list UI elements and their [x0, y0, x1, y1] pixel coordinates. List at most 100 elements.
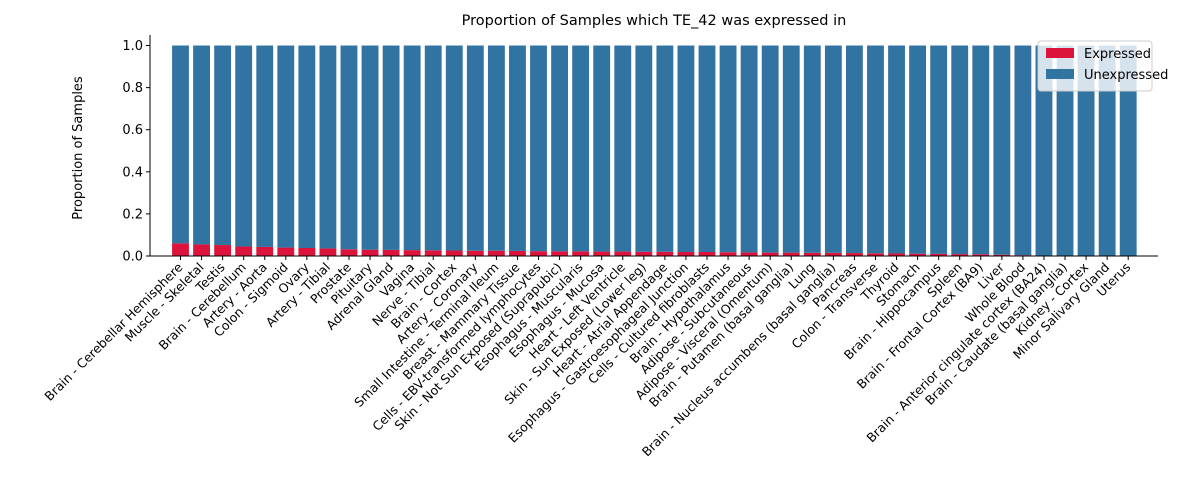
- bar-expressed: [424, 250, 442, 256]
- bar-unexpressed: [382, 45, 400, 250]
- y-tick-label: 0.8: [122, 81, 143, 96]
- bar-unexpressed: [361, 45, 379, 250]
- legend-swatch: [1046, 48, 1074, 58]
- bar-expressed: [530, 251, 547, 256]
- y-tick-label: 0.0: [122, 250, 143, 265]
- y-axis: 0.0 0.2 0.4 0.6 0.8 1.0: [122, 39, 150, 265]
- bar-unexpressed: [824, 45, 842, 253]
- bar-expressed: [761, 252, 779, 256]
- bar-unexpressed: [551, 45, 569, 252]
- bar-expressed: [803, 252, 821, 256]
- bar-unexpressed: [509, 45, 526, 251]
- bar-unexpressed: [340, 45, 358, 250]
- bar-unexpressed: [1119, 45, 1137, 257]
- bar-unexpressed: [803, 45, 821, 253]
- bar-unexpressed: [972, 45, 990, 255]
- bar-expressed: [909, 253, 927, 256]
- legend-label: Unexpressed: [1084, 68, 1168, 83]
- bar-expressed: [193, 244, 210, 256]
- bar-unexpressed: [656, 45, 674, 252]
- bar-expressed: [614, 251, 632, 256]
- bar-expressed: [951, 254, 969, 256]
- y-tick-label: 0.2: [122, 207, 143, 222]
- bar-unexpressed: [845, 45, 863, 254]
- bar-expressed: [635, 251, 653, 256]
- bar-expressed: [740, 252, 758, 256]
- bar-unexpressed: [277, 45, 295, 248]
- chart-title: Proportion of Samples which TE_42 was ex…: [462, 13, 847, 29]
- bar-expressed: [235, 246, 253, 256]
- y-tick-label: 1.0: [122, 39, 143, 54]
- bar-unexpressed: [193, 45, 210, 245]
- bar-expressed: [256, 246, 274, 256]
- plot-area: [149, 35, 1158, 257]
- bar-unexpressed: [235, 45, 253, 247]
- bar-expressed: [361, 249, 379, 256]
- bar-expressed: [509, 250, 526, 256]
- bar-unexpressed: [1077, 45, 1095, 257]
- bar-expressed: [445, 250, 463, 256]
- bar-unexpressed: [593, 45, 611, 252]
- bar-unexpressed: [698, 45, 716, 253]
- bar-unexpressed: [867, 45, 884, 254]
- bar-unexpressed: [1098, 45, 1116, 257]
- bar-unexpressed: [761, 45, 779, 253]
- y-tick-label: 0.4: [122, 165, 143, 180]
- bar-unexpressed: [466, 45, 484, 251]
- bar-expressed: [298, 248, 316, 256]
- bar-unexpressed: [635, 45, 653, 252]
- bar-unexpressed: [319, 45, 337, 249]
- legend: Expressed Unexpressed: [1037, 40, 1168, 92]
- bar-unexpressed: [487, 45, 505, 251]
- bar-expressed: [593, 251, 611, 256]
- bar-unexpressed: [951, 45, 969, 255]
- bar-expressed: [888, 253, 905, 256]
- bar-expressed: [719, 252, 737, 256]
- bar-expressed: [824, 252, 842, 256]
- bar-unexpressed: [740, 45, 758, 253]
- bar-unexpressed: [1014, 45, 1032, 256]
- bar-unexpressed: [719, 45, 737, 253]
- x-tick-label: Brain - Cerebellar Hemisphere: [41, 259, 185, 403]
- bar-unexpressed: [572, 45, 590, 252]
- bar-expressed: [572, 251, 590, 256]
- bar-unexpressed: [888, 45, 905, 254]
- bar-unexpressed: [256, 45, 274, 247]
- bar-expressed: [382, 249, 400, 256]
- bar-expressed: [845, 253, 863, 256]
- bar-unexpressed: [214, 45, 232, 246]
- bar-unexpressed: [930, 45, 948, 254]
- legend-swatch: [1046, 69, 1074, 79]
- bar-expressed: [867, 253, 884, 256]
- bar-unexpressed: [909, 45, 927, 254]
- bar-unexpressed: [403, 45, 421, 251]
- bar-expressed: [698, 252, 716, 256]
- legend-label: Expressed: [1084, 47, 1151, 62]
- bar-expressed: [466, 250, 484, 256]
- bar-expressed: [403, 250, 421, 256]
- bar-unexpressed: [298, 45, 316, 249]
- y-axis-label: Proportion of Samples: [71, 76, 86, 220]
- y-tick-label: 0.6: [122, 123, 143, 138]
- bar-expressed: [487, 250, 505, 256]
- bar-expressed: [782, 252, 800, 256]
- bar-expressed: [172, 243, 189, 256]
- bar-expressed: [930, 253, 948, 256]
- bar-expressed: [677, 252, 695, 256]
- bar-unexpressed: [993, 45, 1011, 255]
- bar-expressed: [214, 245, 232, 256]
- bar-unexpressed: [1035, 45, 1053, 257]
- bar-unexpressed: [677, 45, 695, 253]
- bar-unexpressed: [1056, 45, 1074, 257]
- bar-expressed: [993, 254, 1011, 256]
- bar-unexpressed: [530, 45, 547, 252]
- bar-unexpressed: [782, 45, 800, 253]
- bar-expressed: [551, 251, 569, 256]
- bar-unexpressed: [614, 45, 632, 252]
- bar-unexpressed: [445, 45, 463, 251]
- bar-expressed: [277, 247, 295, 256]
- bar-expressed: [340, 249, 358, 256]
- bar-unexpressed: [424, 45, 442, 251]
